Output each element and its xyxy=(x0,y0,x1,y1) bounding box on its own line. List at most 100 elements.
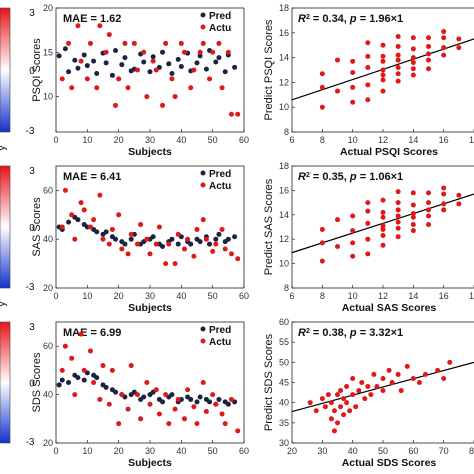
data-point-actu xyxy=(219,411,225,417)
data-point-actu xyxy=(219,85,225,91)
subjects-ytick-label: 60 xyxy=(43,341,53,351)
colorbar-mid-label: 0 xyxy=(29,223,35,234)
correlation-data-point xyxy=(380,375,386,381)
subjects-xtick-label: 10 xyxy=(82,446,92,456)
data-point-actu xyxy=(166,241,172,247)
correlation-data-point xyxy=(426,57,431,63)
data-point-actu xyxy=(213,401,219,407)
correlation-data-point xyxy=(410,190,416,196)
data-point-pred xyxy=(66,69,72,75)
mae-annotation: MAE = 1.62 xyxy=(63,13,121,25)
data-point-actu xyxy=(81,207,87,213)
correlation-data-point xyxy=(350,84,356,90)
correlation-data-point xyxy=(350,58,356,64)
correlation-data-point xyxy=(380,53,386,59)
data-point-actu xyxy=(62,187,68,193)
correlation-data-point xyxy=(335,244,340,250)
colorbar-min-label: -3 xyxy=(26,126,35,137)
data-point-pred xyxy=(103,384,109,390)
subjects-x-axis-label: Subjects xyxy=(128,146,172,158)
correlation-data-point xyxy=(380,388,386,394)
data-point-pred xyxy=(188,241,194,247)
data-point-actu xyxy=(219,226,225,232)
data-point-actu xyxy=(235,428,241,434)
data-point-actu xyxy=(144,236,150,242)
data-point-pred xyxy=(197,394,203,400)
data-point-pred xyxy=(207,399,213,405)
data-point-actu xyxy=(194,421,200,427)
data-point-actu xyxy=(78,58,84,64)
data-point-actu xyxy=(78,331,84,337)
subjects-y-axis-label: SAS Scores xyxy=(31,197,43,257)
data-point-actu xyxy=(100,363,106,369)
colorbar: 3 0 -3 xyxy=(0,321,35,448)
data-point-pred xyxy=(75,375,81,381)
subjects-xtick-label: 60 xyxy=(239,446,249,456)
series-actu xyxy=(59,187,241,267)
colorbar: 3 0 -3 y xyxy=(0,165,35,307)
data-point-pred xyxy=(66,219,72,225)
data-point-actu xyxy=(172,94,178,100)
correlation-data-point xyxy=(380,223,386,229)
subjects-xtick-label: 20 xyxy=(114,135,124,145)
correlation-data-point xyxy=(365,251,371,257)
data-point-pred xyxy=(113,236,119,242)
subjects-xtick-label: 20 xyxy=(114,291,124,301)
data-point-actu xyxy=(138,416,144,422)
data-point-pred xyxy=(119,62,125,68)
correlation-data-point xyxy=(395,219,401,225)
correlation-data-point xyxy=(395,65,401,71)
correlation-data-point xyxy=(456,36,462,42)
correlation-xtick-label: 12 xyxy=(378,135,388,145)
data-point-actu xyxy=(163,261,169,267)
data-point-actu xyxy=(134,67,140,73)
subjects-ytick-label: 20 xyxy=(43,283,53,293)
annotation-p-value: = 1.96×1 xyxy=(357,13,404,25)
correlation-xtick-label: 10 xyxy=(348,135,358,145)
annotation-p-value: = 3.32×1 xyxy=(357,327,404,339)
correlation-data-point xyxy=(386,367,392,373)
correlation-data-point xyxy=(362,396,368,402)
data-point-pred xyxy=(160,49,166,55)
annotation-text: = 0.34, xyxy=(310,13,350,25)
chart-row-1: 30-3y0102030405060101520PSQI ScoresSubje… xyxy=(0,3,474,158)
data-point-pred xyxy=(225,401,231,407)
data-point-actu xyxy=(228,111,234,117)
correlation-xtick-label: 40 xyxy=(348,446,358,456)
correlation-data-point xyxy=(395,371,401,377)
data-point-actu xyxy=(59,367,65,373)
data-point-actu xyxy=(228,251,234,257)
annotation-r: R xyxy=(298,327,306,339)
data-point-pred xyxy=(169,392,175,398)
data-point-pred xyxy=(94,229,100,235)
data-point-actu xyxy=(103,49,109,55)
correlation-data-point xyxy=(426,200,431,206)
subjects-xtick-label: 20 xyxy=(114,446,124,456)
data-point-pred xyxy=(84,63,90,69)
data-point-actu xyxy=(191,404,197,410)
correlation-data-point xyxy=(410,202,416,208)
colorbar-scale xyxy=(0,7,11,133)
subjects-xtick-label: 50 xyxy=(208,291,218,301)
data-point-pred xyxy=(94,375,100,381)
correlation-data-point xyxy=(368,392,374,398)
correlation-data-point xyxy=(441,29,447,35)
colorbar-scale xyxy=(0,165,11,289)
data-point-actu xyxy=(210,248,216,254)
correlation-data-point xyxy=(328,416,334,422)
data-point-pred xyxy=(188,396,194,402)
correlation-data-point xyxy=(365,53,371,59)
subjects-xtick-label: 40 xyxy=(176,446,186,456)
correlation-data-point xyxy=(328,400,334,406)
correlation-data-point xyxy=(380,233,386,239)
annotation-text: = 0.35, xyxy=(310,171,350,183)
data-point-actu xyxy=(235,111,241,117)
correlation-data-point xyxy=(380,67,386,73)
data-point-pred xyxy=(141,59,147,65)
correlation-data-point xyxy=(426,66,431,72)
